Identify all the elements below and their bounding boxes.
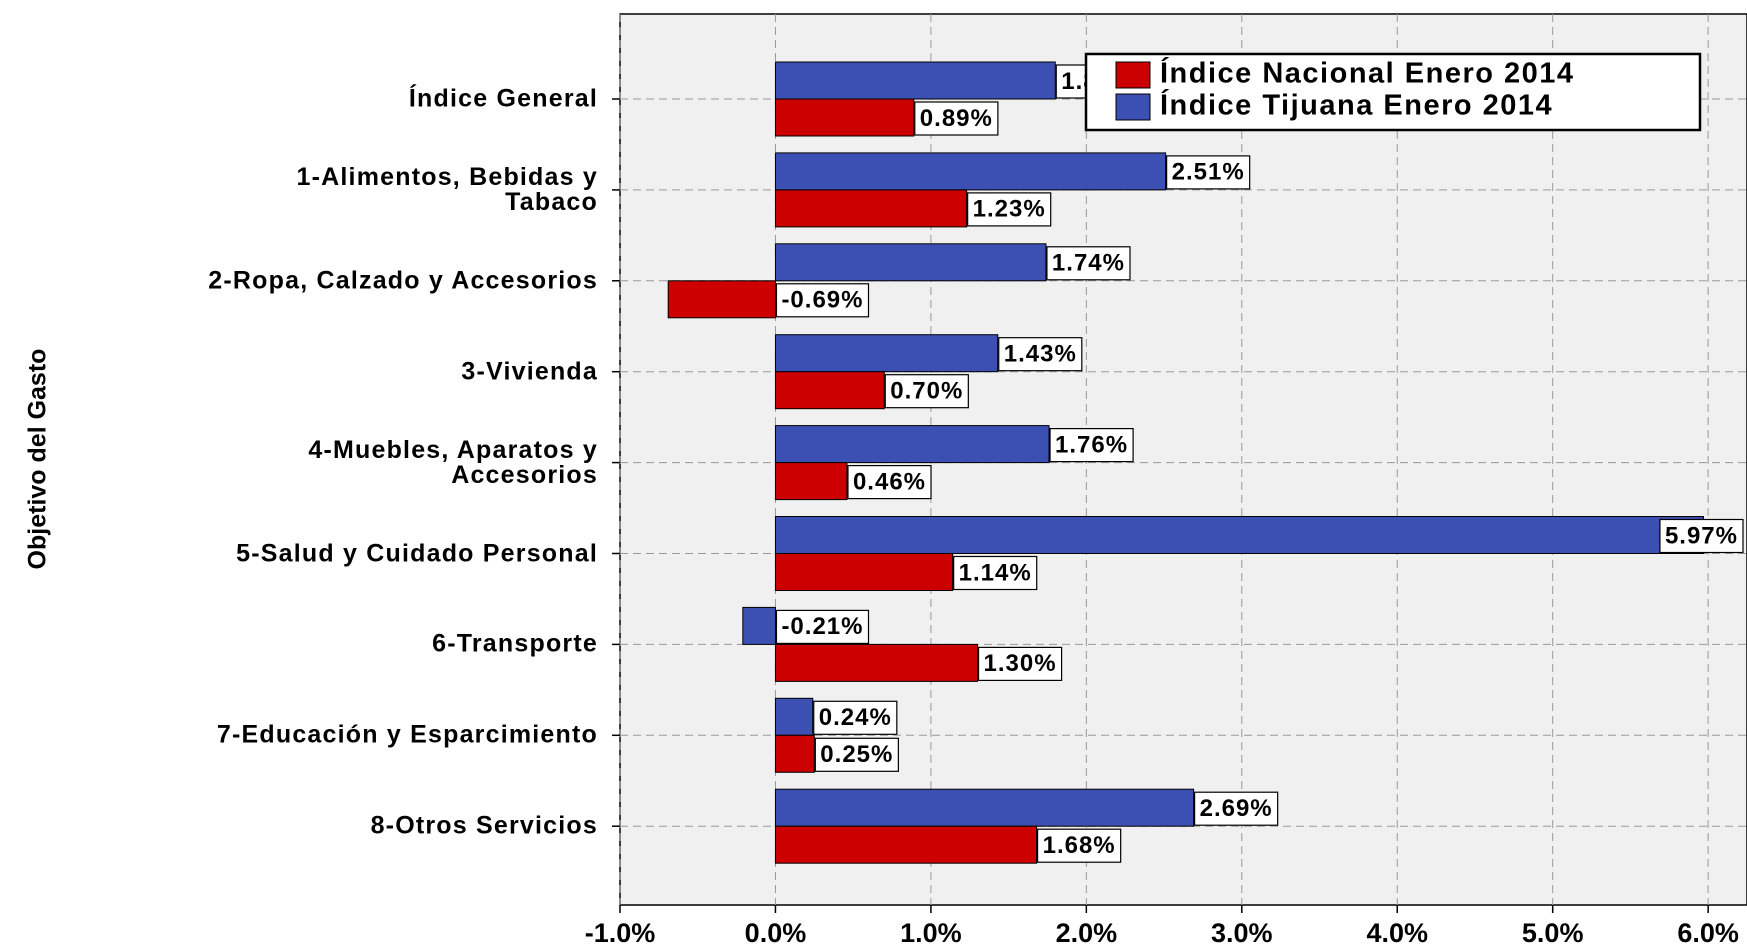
bar — [774, 697, 814, 736]
data-label-text: -0.69% — [781, 287, 863, 314]
data-label: 0.46% — [847, 465, 932, 500]
data-label-box — [775, 283, 870, 318]
y-axis-title: Objetivo del Gasto — [24, 349, 52, 570]
data-label: 1.76% — [1049, 428, 1134, 463]
legend-swatch — [1115, 93, 1151, 121]
data-label-text: 1.43% — [1004, 341, 1077, 368]
bar — [774, 553, 954, 591]
bar — [774, 371, 885, 410]
data-label-box — [953, 555, 1038, 591]
data-label-text: -0.21% — [781, 613, 863, 640]
data-label: 0.24% — [813, 700, 898, 735]
bar — [774, 152, 1167, 191]
data-label-text: 5.97% — [1665, 522, 1738, 549]
data-label-box — [775, 609, 870, 645]
x-tick-label: 0.0% — [745, 918, 807, 948]
data-label-text: 0.70% — [890, 378, 963, 405]
data-label-text: 0.46% — [853, 468, 926, 495]
bar — [774, 788, 1195, 827]
data-label: 1.30% — [977, 646, 1063, 682]
x-tick-label: 6.0% — [1677, 918, 1739, 948]
data-label-text: 1.30% — [984, 650, 1057, 677]
y-tick-label: 5-Salud y Cuidado Personal — [236, 539, 598, 567]
data-label-box — [1659, 518, 1744, 554]
x-tick-label: -1.0% — [585, 918, 656, 948]
x-tick-label: 4.0% — [1366, 918, 1428, 948]
data-label-box — [1049, 428, 1134, 463]
bar — [774, 516, 1704, 554]
data-label: 1.14% — [953, 555, 1038, 591]
y-tick-label: 8-Otros Servicios — [370, 811, 598, 840]
bar — [774, 643, 979, 682]
data-label-text: 0.24% — [819, 704, 892, 731]
data-label-box — [1037, 828, 1122, 863]
data-label-box — [977, 646, 1063, 682]
legend-label: Índice Tijuana Enero 2014 — [1160, 88, 1553, 122]
bar — [774, 825, 1038, 864]
data-label-box — [1194, 791, 1279, 826]
data-label-box — [914, 101, 999, 136]
data-label: 5.97% — [1659, 518, 1744, 554]
bar — [774, 734, 815, 773]
data-label-text: 2.51% — [1172, 159, 1245, 186]
y-tick-label: 4-Muebles, Aparatos y Accesorios — [308, 435, 598, 489]
y-tick-label: 3-Vivienda — [461, 357, 598, 386]
data-label-box — [1046, 246, 1131, 281]
y-tick-label: 6-Transporte — [432, 629, 598, 658]
data-label-box — [998, 337, 1083, 372]
data-label-box — [847, 465, 932, 500]
x-tick-label: 5.0% — [1522, 918, 1584, 948]
data-label: -0.69% — [775, 283, 870, 318]
data-label: 1.23% — [967, 192, 1052, 227]
bar — [774, 98, 915, 137]
bar — [774, 425, 1050, 464]
data-label-text: 1.23% — [973, 196, 1046, 223]
data-label: 2.51% — [1166, 155, 1251, 190]
x-tick-label: 1.0% — [900, 918, 962, 948]
legend-swatch — [1115, 61, 1151, 89]
data-label-text: 1.74% — [1052, 250, 1125, 277]
bar — [667, 280, 776, 319]
bar — [742, 606, 776, 645]
data-label: 0.89% — [914, 101, 999, 136]
bar — [774, 243, 1047, 282]
data-label-text: 1.76% — [1055, 431, 1128, 458]
bar — [774, 334, 999, 373]
data-label-box — [813, 700, 898, 735]
data-label: 2.69% — [1194, 791, 1279, 826]
data-label-text: 1.14% — [959, 559, 1032, 586]
data-label: -0.21% — [775, 609, 870, 645]
bar — [774, 189, 968, 228]
data-label: 1.74% — [1046, 246, 1131, 281]
x-tick-label: 3.0% — [1211, 918, 1273, 948]
data-label: 1.68% — [1037, 828, 1122, 863]
legend-box — [1084, 52, 1702, 132]
data-label: 1.43% — [998, 337, 1083, 372]
y-tick-label: 7-Educación y Esparcimiento — [216, 720, 598, 749]
data-label-text: 0.25% — [820, 741, 893, 768]
data-label-text: 1.68% — [1043, 832, 1116, 859]
data-label-box — [967, 192, 1052, 227]
data-label: 0.25% — [814, 737, 899, 772]
y-tick-label: Índice General — [408, 84, 598, 113]
data-label-box — [884, 374, 969, 409]
y-tick-label: 2-Ropa, Calzado y Accesorios — [208, 266, 598, 295]
x-tick-label: 2.0% — [1056, 918, 1118, 948]
y-tick-label: 1-Alimentos, Bebidas y Tabaco — [296, 162, 598, 216]
data-label: 0.70% — [884, 374, 969, 409]
bar — [774, 462, 848, 501]
data-label-text: 2.69% — [1200, 795, 1273, 822]
legend-label: Índice Nacional Enero 2014 — [1160, 56, 1575, 90]
data-label-text: 0.89% — [920, 105, 993, 132]
bar — [774, 61, 1056, 100]
data-label-box — [814, 737, 899, 772]
data-label-box — [1166, 155, 1251, 190]
